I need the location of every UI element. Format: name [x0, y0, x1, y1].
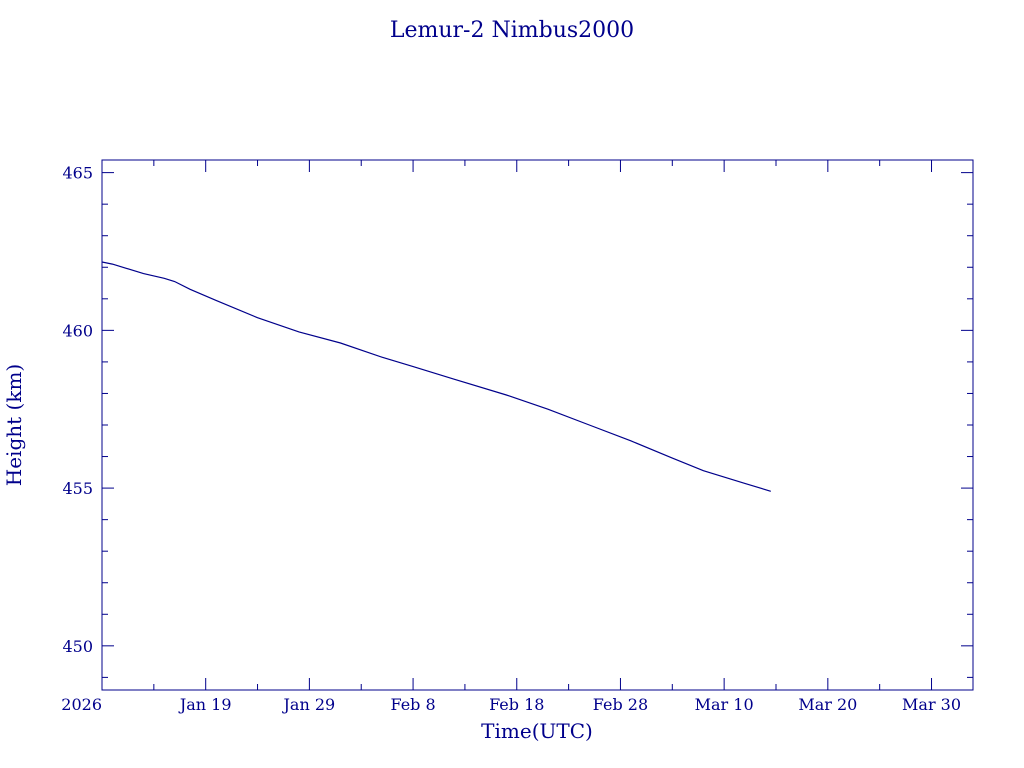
x-tick-label: Mar 10 [695, 695, 754, 714]
y-tick-label: 460 [62, 321, 93, 340]
x-tick-label: Mar 30 [902, 695, 961, 714]
x-tick-label: Feb 8 [390, 695, 435, 714]
y-axis-label: Height (km) [2, 364, 26, 486]
series-layer [102, 261, 771, 492]
x-tick-label: Feb 28 [593, 695, 648, 714]
y-tick-label: 450 [62, 637, 93, 656]
x-axis-label: Time(UTC) [481, 719, 593, 743]
x-tick-label: Jan 29 [282, 695, 336, 714]
x-tick-label: Feb 18 [489, 695, 544, 714]
x-tick-label: Jan 19 [178, 695, 232, 714]
y-tick-label: 465 [62, 164, 93, 183]
tick-labels: 2026 Jan 19 Jan 29 Feb 8 Feb 18 Feb 28 Mar 10 M… [61, 164, 961, 714]
y-tick-label: 455 [62, 479, 93, 498]
height-series-line [102, 261, 771, 492]
axis-ticks [101, 160, 973, 690]
plot-frame [101, 159, 974, 691]
chart-title: Lemur-2 Nimbus2000 [390, 18, 634, 43]
x-tick-label: Mar 20 [798, 695, 857, 714]
x-tick-label: 2026 [61, 695, 102, 714]
